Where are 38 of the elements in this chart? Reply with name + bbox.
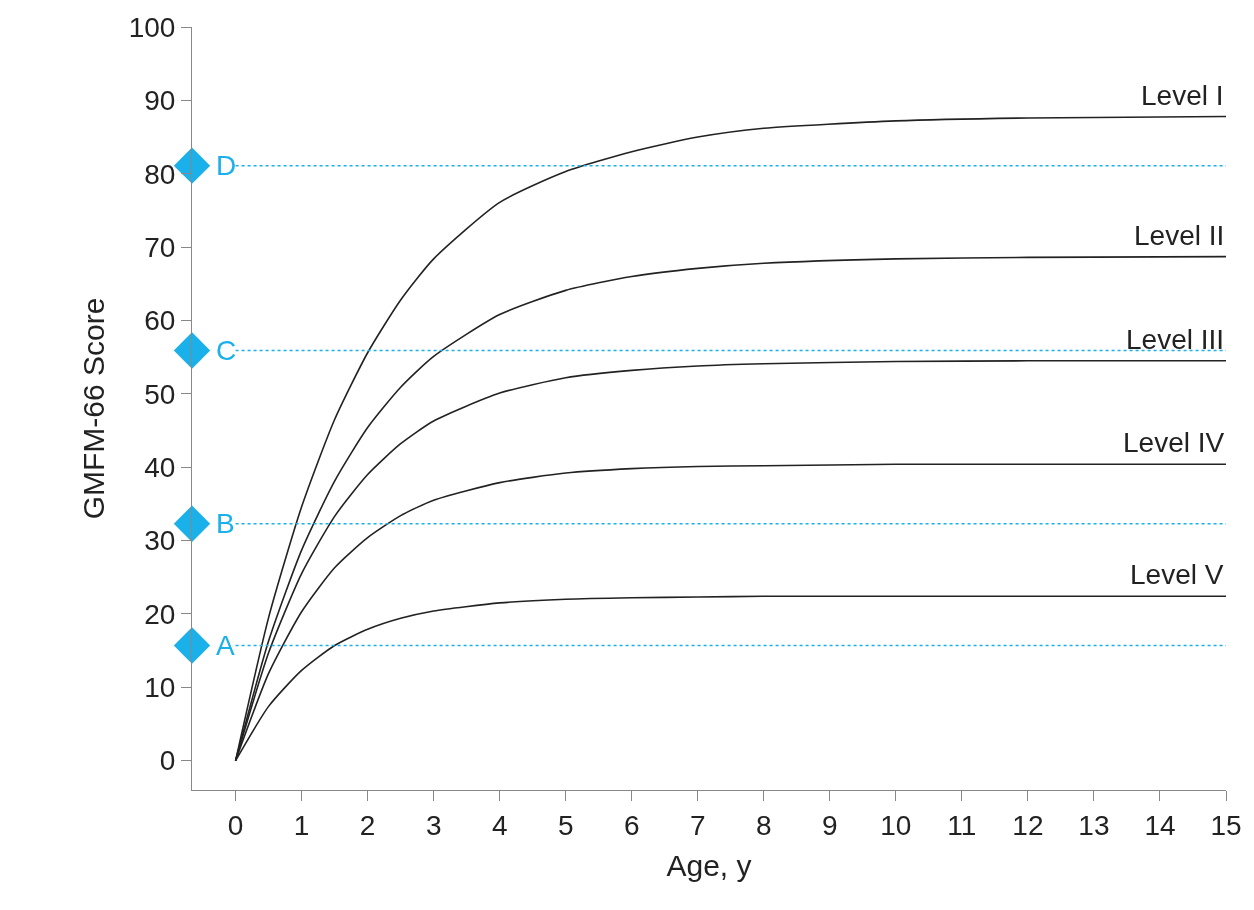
- y-tick-label: 100: [128, 11, 176, 43]
- x-tick-label: 6: [623, 809, 640, 841]
- y-tick-label: 30: [144, 525, 176, 557]
- x-tick-label: 11: [947, 809, 977, 841]
- x-tick-label: 4: [491, 809, 508, 841]
- x-tick-label: 14: [1144, 809, 1176, 841]
- ref-line-label: A: [216, 630, 235, 661]
- y-tick-label: 10: [144, 672, 176, 704]
- x-tick-label: 1: [293, 809, 310, 841]
- y-tick-label: 50: [144, 378, 176, 410]
- x-tick-label: 8: [756, 809, 772, 841]
- y-tick-label: 60: [144, 305, 176, 337]
- series-label: Level V: [1130, 559, 1224, 590]
- y-tick-label: 80: [144, 158, 176, 190]
- series-label: Level I: [1141, 80, 1224, 111]
- series-label: Level IV: [1123, 427, 1225, 458]
- x-tick-label: 10: [880, 809, 912, 841]
- y-tick-label: 90: [144, 85, 176, 117]
- x-tick-label: 13: [1078, 809, 1110, 841]
- x-tick-label: 15: [1210, 809, 1242, 841]
- y-tick-label: 70: [144, 231, 176, 263]
- ref-line-label: B: [216, 508, 235, 539]
- y-tick-label: 40: [144, 451, 176, 483]
- series-label: Level II: [1134, 220, 1225, 251]
- x-axis-title: Age, y: [666, 849, 752, 883]
- x-tick-label: 5: [557, 809, 574, 841]
- ref-line-label: D: [216, 150, 237, 181]
- x-tick-label: 2: [359, 809, 376, 841]
- x-tick-label: 9: [822, 809, 838, 841]
- y-tick-label: 20: [144, 598, 176, 630]
- x-tick-label: 3: [425, 809, 442, 841]
- ref-line-label: C: [216, 335, 237, 366]
- y-tick-label: 0: [159, 745, 176, 777]
- series-label: Level III: [1126, 324, 1225, 355]
- y-axis-title: GMFM-66 Score: [76, 297, 110, 520]
- x-tick-label: 0: [227, 809, 244, 841]
- x-tick-label: 7: [689, 809, 706, 841]
- x-tick-label: 12: [1012, 809, 1044, 841]
